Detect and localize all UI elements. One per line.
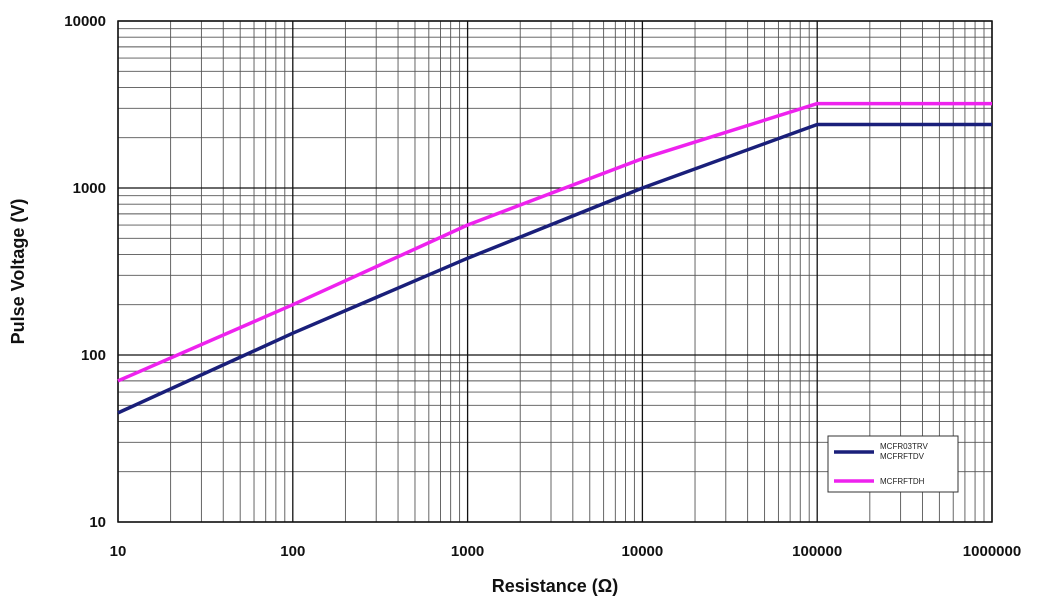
x-tick-label: 1000000 — [963, 543, 1021, 560]
grid-minor — [118, 21, 992, 522]
x-tick-label: 100000 — [792, 543, 842, 560]
y-tick-labels: 10 100 1000 10000 — [64, 13, 106, 531]
x-tick-label: 10 — [110, 543, 127, 560]
y-tick-label: 100 — [81, 347, 106, 364]
legend-label-mcfr03trv: MCFR03TRV MCFRFTDV — [880, 442, 929, 461]
series-layer — [117, 101, 992, 415]
plot-frame — [117, 20, 993, 523]
x-tick-label: 1000 — [451, 543, 484, 560]
x-tick-label: 100 — [280, 543, 305, 560]
x-tick-labels: 10 100 1000 10000 100000 1000000 — [110, 543, 1022, 560]
y-tick-label: 10 — [89, 514, 106, 531]
series-line-1 — [117, 101, 992, 383]
series-line-0 — [117, 122, 992, 415]
y-axis-title: Pulse Voltage (V) — [8, 199, 28, 345]
legend-label-mcfrftdh: MCFRFTDH — [880, 477, 925, 486]
y-tick-label: 1000 — [73, 180, 106, 197]
x-tick-label: 10000 — [622, 543, 664, 560]
legend: MCFR03TRV MCFRFTDV MCFRFTDH — [827, 435, 959, 493]
y-tick-label: 10000 — [64, 13, 106, 30]
x-axis-title: Resistance (Ω) — [492, 576, 618, 596]
